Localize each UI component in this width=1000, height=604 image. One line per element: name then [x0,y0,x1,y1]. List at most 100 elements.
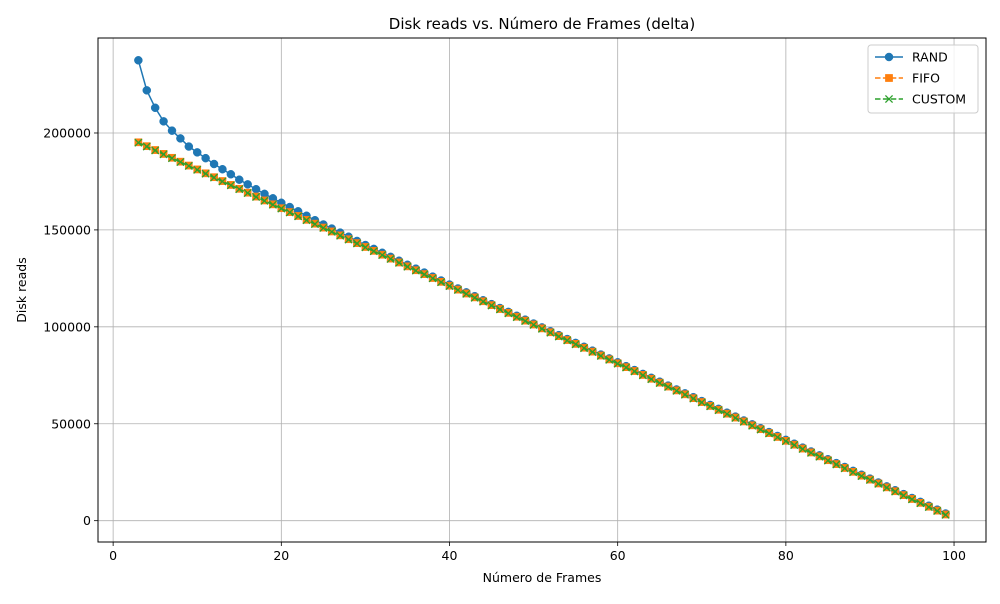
legend-box [867,44,979,114]
data-point-custom [209,173,219,182]
data-point-custom [437,278,446,287]
data-point-custom [891,487,900,496]
data-point-custom [731,413,740,422]
data-point-custom [916,499,925,508]
data-point-custom [420,270,429,279]
legend-label-rand: RAND [912,50,948,65]
data-point-custom [411,266,420,275]
data-point-custom [924,503,933,512]
data-point-custom [764,429,774,438]
data-point-custom [571,340,580,349]
x-axis-label: Número de Frames [483,570,602,585]
data-point-custom [865,475,875,485]
data-point-custom [176,158,185,167]
data-point-custom [167,154,177,163]
data-point-custom [790,441,799,450]
data-point-custom [647,375,656,384]
data-point-custom [521,316,530,326]
data-point-rand [192,148,202,157]
legend-marker-custom [884,94,894,104]
data-point-custom [369,247,378,256]
y-tick-label: 0 [83,513,91,528]
data-point-custom [159,150,168,159]
data-point-rand [226,170,236,179]
data-point-rand [184,142,194,151]
data-point-custom [874,479,883,488]
data-point-custom [596,351,605,360]
legend: RAND FIFO CUSTOM [867,44,979,114]
data-point-custom [714,406,723,415]
data-point-custom [840,464,849,473]
data-point-custom [151,146,160,155]
data-point-custom [260,196,269,205]
data-point-custom [310,220,320,229]
data-point-custom [748,421,757,430]
data-point-custom [193,165,202,174]
data-point-custom [613,359,622,368]
data-point-custom [294,212,303,221]
data-point-custom [495,305,505,314]
data-point-custom [739,417,748,426]
data-point-rand [167,126,177,135]
data-point-rand [243,180,252,189]
data-point-custom [394,258,404,267]
x-tick-label: 100 [942,548,966,563]
data-point-custom [907,495,917,504]
data-point-custom [445,282,454,291]
data-point-rand [209,159,219,169]
data-point-custom [529,320,538,329]
y-tick-label: 100000 [43,319,91,334]
data-point-custom [798,444,807,454]
data-point-custom [319,223,328,233]
data-point-custom [882,483,891,492]
data-point-rand [251,184,261,194]
data-point-custom [386,254,395,264]
data-point-custom [268,200,277,209]
data-point-rand [134,56,143,65]
data-point-custom [655,378,664,388]
data-point-custom [134,138,143,147]
data-point-rand [201,153,210,163]
chart-title: Disk reads vs. Número de Frames (delta) [389,15,695,33]
data-point-custom [773,433,782,442]
plot-frame [97,37,987,543]
data-point-custom [344,235,353,244]
data-point-rand [235,175,244,184]
legend-marker-fifo [885,74,893,82]
data-point-custom [933,506,942,516]
data-point-rand [176,134,185,143]
data-point-custom [638,371,647,380]
data-point-custom [697,398,706,407]
x-tick-label: 0 [109,548,117,563]
legend-item-custom: CUSTOM [875,92,966,107]
x-axis: 0 20 40 60 80 100 [109,542,966,563]
data-point-custom [327,227,336,236]
data-point-custom [504,309,513,318]
data-point-custom [285,208,294,217]
data-point-custom [470,293,479,302]
data-point-custom [815,452,824,461]
data-point-custom [453,285,462,295]
series-layer [134,56,950,519]
data-point-custom [352,239,362,248]
data-point-custom [361,243,370,252]
x-tick-label: 20 [273,548,289,563]
data-point-custom [243,189,252,198]
data-point-custom [630,367,639,376]
data-point-custom [235,185,244,194]
y-axis: 0 50000 100000 150000 200000 [43,125,98,528]
legend-item-fifo: FIFO [875,71,940,86]
data-point-rand [142,86,152,95]
legend-label-custom: CUSTOM [912,92,966,107]
y-tick-label: 150000 [43,222,91,237]
data-point-custom [899,491,908,500]
data-point-custom [849,468,858,477]
data-point-custom [605,355,614,364]
data-point-custom [680,390,690,399]
data-point-custom [563,336,572,345]
data-point-custom [428,274,437,283]
data-point-custom [622,363,631,372]
x-tick-label: 80 [778,548,794,563]
